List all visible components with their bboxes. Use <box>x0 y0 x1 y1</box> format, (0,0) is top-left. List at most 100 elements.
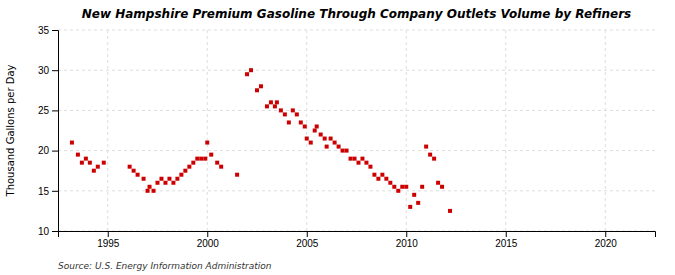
point <box>408 205 412 209</box>
point <box>80 161 84 165</box>
point <box>259 84 263 88</box>
point <box>380 173 384 177</box>
point <box>325 145 329 149</box>
point <box>360 157 364 161</box>
x-grid-line <box>207 30 208 231</box>
point <box>167 177 171 181</box>
point <box>171 181 175 185</box>
point <box>436 181 440 185</box>
point <box>132 169 136 173</box>
point <box>372 173 376 177</box>
point <box>187 165 191 169</box>
point <box>392 185 396 189</box>
point <box>295 112 299 116</box>
point <box>319 133 323 137</box>
x-tick: 2005 <box>296 231 319 249</box>
point <box>323 137 327 141</box>
x-grid-line <box>605 30 606 231</box>
point <box>148 185 152 189</box>
point <box>420 185 424 189</box>
x-tick-label: 2010 <box>396 238 419 249</box>
point <box>356 161 360 165</box>
point <box>283 112 287 116</box>
point <box>191 161 195 165</box>
y-tick-label: 15 <box>38 186 50 197</box>
point <box>235 173 239 177</box>
point <box>102 161 106 165</box>
point <box>273 104 277 108</box>
x-tick: 2015 <box>495 231 518 249</box>
y-tick-mark <box>52 30 58 31</box>
point <box>428 153 432 157</box>
point <box>313 129 317 133</box>
chart: 199520002005201020152020101520253035New … <box>0 0 675 275</box>
point <box>275 100 279 104</box>
point <box>303 124 307 128</box>
point <box>245 72 249 76</box>
point <box>287 120 291 124</box>
y-axis: 10 15 20 25 30 35 <box>38 25 59 237</box>
point <box>199 157 203 161</box>
point <box>255 88 259 92</box>
x-tick-mark <box>307 231 308 237</box>
point <box>92 169 96 173</box>
y-tick: 25 <box>38 105 58 116</box>
point <box>265 104 269 108</box>
point <box>175 177 179 181</box>
x-tick: 2020 <box>595 231 618 249</box>
point <box>364 161 368 165</box>
point <box>215 161 219 165</box>
x-axis-line <box>59 232 656 238</box>
point <box>384 177 388 181</box>
point <box>156 181 160 185</box>
point <box>309 141 313 145</box>
point <box>333 141 337 145</box>
y-grid-line <box>58 30 655 31</box>
point <box>84 157 88 161</box>
point <box>291 108 295 112</box>
source: Source: U.S. Energy Information Administ… <box>58 261 272 271</box>
y-grid-line <box>58 70 655 71</box>
x-tick: 1995 <box>97 231 120 249</box>
y-axis-label: Thousand Gallons per Day <box>5 64 16 197</box>
y-tick: 20 <box>38 145 58 156</box>
point <box>412 193 416 197</box>
point <box>219 165 223 169</box>
point <box>159 177 163 181</box>
y-tick: 30 <box>38 65 58 76</box>
y-tick-label: 25 <box>38 105 50 116</box>
point <box>128 165 132 169</box>
point <box>376 177 380 181</box>
x-tick: 2000 <box>197 231 220 249</box>
point <box>70 141 74 145</box>
point <box>345 149 349 153</box>
point <box>249 68 253 72</box>
y-tick-mark <box>52 70 58 71</box>
x-tick-mark <box>406 231 407 237</box>
point <box>329 137 333 141</box>
grid <box>58 30 655 231</box>
x-tick-mark <box>605 231 606 237</box>
point <box>353 157 357 161</box>
point <box>349 157 353 161</box>
y-tick: 10 <box>38 226 58 237</box>
point <box>209 153 213 157</box>
x-tick-mark <box>108 231 109 237</box>
y-tick-label: 20 <box>38 145 50 156</box>
point <box>279 108 283 112</box>
point <box>179 173 183 177</box>
y-grid-line <box>58 110 655 111</box>
y-tick: 35 <box>38 25 58 36</box>
point <box>315 124 319 128</box>
point <box>203 157 207 161</box>
x-grid-line <box>406 30 407 231</box>
point <box>337 145 341 149</box>
x-grid-line <box>306 30 307 231</box>
point <box>396 189 400 193</box>
point <box>152 189 156 193</box>
x-tick: 2010 <box>396 231 419 249</box>
y-tick-mark <box>52 110 58 111</box>
point <box>183 169 187 173</box>
y-tick-label: 30 <box>38 65 50 76</box>
point <box>163 181 167 185</box>
